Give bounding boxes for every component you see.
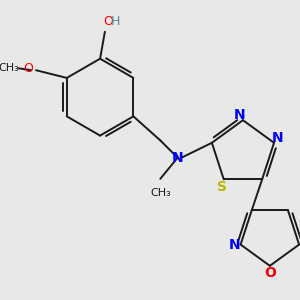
Text: N: N	[272, 131, 284, 145]
Text: H: H	[111, 15, 120, 28]
Text: N: N	[172, 151, 183, 165]
Text: CH₃: CH₃	[150, 188, 171, 198]
Text: CH₃: CH₃	[0, 63, 20, 73]
Text: O: O	[264, 266, 276, 280]
Text: O: O	[23, 62, 33, 75]
Text: N: N	[229, 238, 241, 252]
Text: O: O	[103, 15, 113, 28]
Text: S: S	[217, 180, 227, 194]
Text: N: N	[233, 108, 245, 122]
